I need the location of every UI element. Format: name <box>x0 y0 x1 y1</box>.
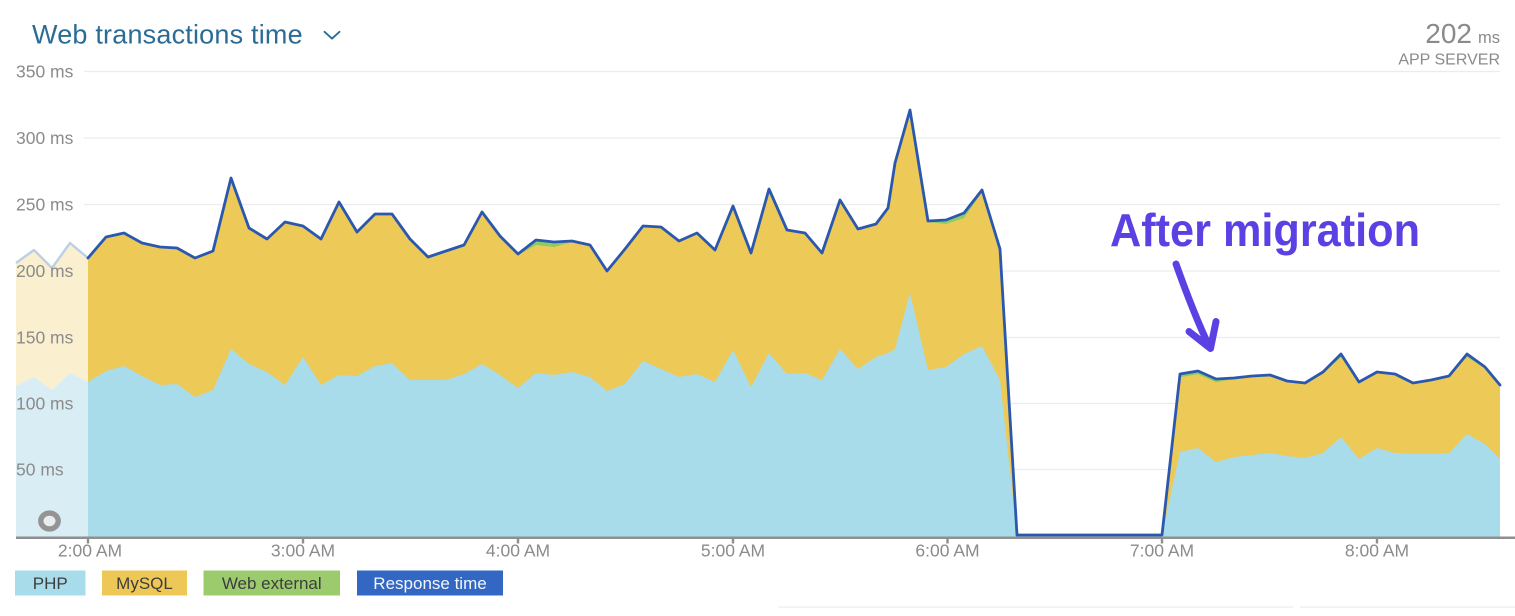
svg-text:350 ms: 350 ms <box>16 62 74 82</box>
svg-text:300 ms: 300 ms <box>16 128 74 148</box>
svg-text:7:00 AM: 7:00 AM <box>1130 541 1194 561</box>
svg-text:Web external: Web external <box>222 574 322 593</box>
svg-text:100 ms: 100 ms <box>16 394 74 414</box>
svg-text:After migration: After migration <box>1110 204 1420 256</box>
svg-text:APP SERVER: APP SERVER <box>1398 52 1500 69</box>
svg-text:Response time: Response time <box>373 574 486 593</box>
svg-text:4:00 AM: 4:00 AM <box>486 541 550 561</box>
svg-text:202: 202 <box>1425 18 1472 49</box>
svg-text:200 ms: 200 ms <box>16 261 74 281</box>
svg-text:Web transactions time: Web transactions time <box>32 20 303 50</box>
svg-text:PHP: PHP <box>33 574 68 593</box>
svg-text:2:00 AM: 2:00 AM <box>58 541 122 561</box>
svg-text:MySQL: MySQL <box>116 574 173 593</box>
svg-text:6:00 AM: 6:00 AM <box>915 541 979 561</box>
svg-text:3:00 AM: 3:00 AM <box>271 541 335 561</box>
svg-text:8:00 AM: 8:00 AM <box>1345 541 1409 561</box>
svg-text:250 ms: 250 ms <box>16 195 74 215</box>
svg-text:150 ms: 150 ms <box>16 328 74 348</box>
svg-text:ms: ms <box>1478 29 1500 47</box>
svg-text:5:00 AM: 5:00 AM <box>701 541 765 561</box>
svg-text:50 ms: 50 ms <box>16 460 64 480</box>
